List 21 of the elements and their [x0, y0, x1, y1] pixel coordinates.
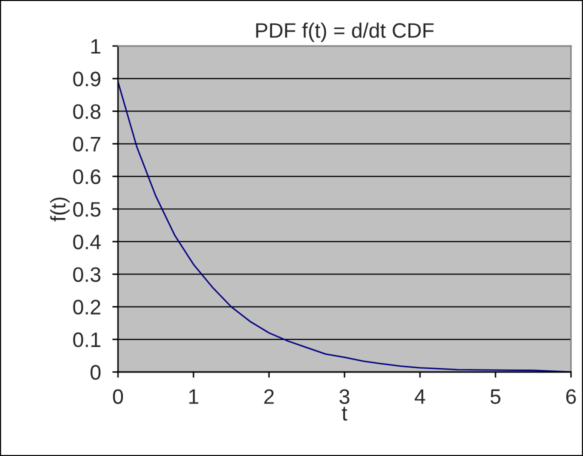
y-tick-label: 0.8	[73, 104, 100, 119]
y-tick-label: 0.3	[73, 267, 100, 282]
y-tick-label: 0.9	[73, 72, 100, 86]
y-tick-label: 0.4	[73, 234, 101, 250]
x-tick-label: 2	[264, 389, 274, 404]
y-tick-label: 0.6	[73, 169, 100, 184]
x-axis-title: t	[342, 406, 348, 421]
y-tick-label: 0.5	[73, 202, 100, 217]
y-tick-label: 0.2	[73, 300, 100, 315]
y-tick-label: 1	[91, 39, 100, 54]
x-tick-label: 3	[340, 389, 350, 404]
x-tick-label: 4	[414, 389, 426, 404]
chart-title: PDF f(t) = d/dt CDF	[256, 22, 434, 42]
y-tick-label: 0.1	[73, 332, 100, 348]
x-tick-label: 1	[189, 389, 198, 404]
y-tick-label: 0	[90, 365, 101, 380]
x-tick-label: 0	[113, 389, 123, 404]
x-tick-label: 6	[566, 389, 576, 404]
y-axis-title: f(t)	[50, 198, 70, 222]
y-tick-label: 0.7	[73, 136, 100, 152]
x-tick-label: 5	[490, 389, 500, 404]
